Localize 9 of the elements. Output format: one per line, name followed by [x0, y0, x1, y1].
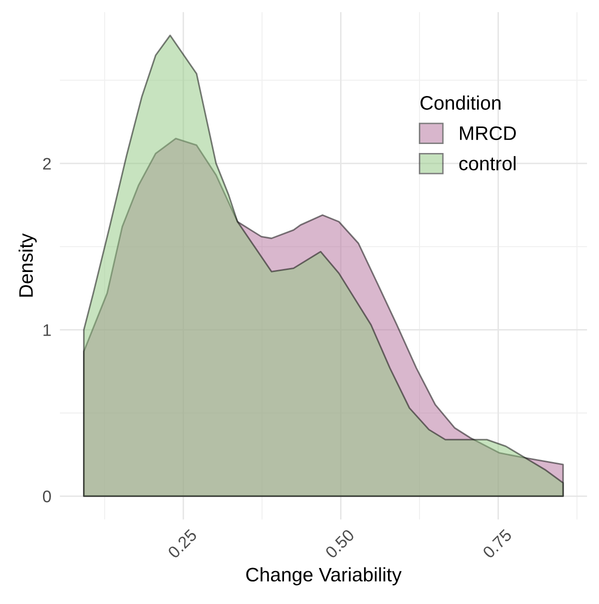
legend-label: control [459, 156, 516, 170]
x-tick-label: 0.50 [324, 528, 355, 559]
y-tick-label: 0 [42, 490, 51, 502]
y-axis-title: Density [18, 233, 37, 297]
legend-label: MRCD [460, 126, 516, 140]
y-tick-label: 1 [44, 324, 51, 336]
x-axis-title: Change Variability [246, 567, 402, 586]
y-tick-label: 2 [43, 158, 51, 170]
legend-title: Condition [420, 96, 500, 110]
